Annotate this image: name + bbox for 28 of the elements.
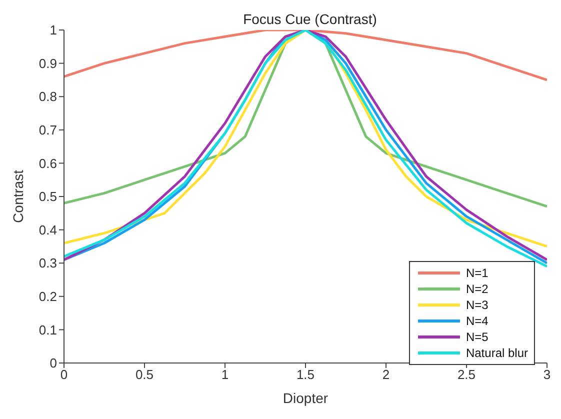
y-tick-label: 0.4: [38, 222, 57, 238]
x-tick-label: 2: [382, 367, 390, 382]
y-tick-label: 0: [50, 356, 57, 371]
legend-label: N=4: [466, 314, 488, 328]
y-tick-label: 0.5: [38, 189, 57, 204]
line-series: [64, 30, 547, 82]
legend-label: N=3: [466, 298, 488, 312]
chart-title: Focus Cue (Contrast): [243, 11, 377, 27]
x-tick-label: 0.5: [135, 367, 154, 382]
x-tick-label: 0: [60, 367, 68, 382]
legend-label: N=5: [466, 330, 488, 344]
legend-label: N=2: [466, 282, 488, 296]
x-tick-label: 1.5: [296, 367, 315, 382]
y-tick-label: 0.6: [38, 156, 57, 171]
x-tick-label: 1: [221, 367, 229, 382]
y-tick-label: 0.9: [38, 56, 57, 71]
y-tick-label: 0.1: [38, 322, 57, 338]
y-axis-title: Contrast: [10, 170, 26, 223]
y-tick-label: 0.3: [38, 256, 57, 271]
x-axis-title: Diopter: [282, 390, 328, 406]
legend-label: Natural blur: [466, 346, 528, 360]
x-tick-label: 2.5: [457, 367, 476, 382]
legend-label: N=1: [466, 266, 488, 280]
y-tick-label: 1: [50, 22, 57, 38]
y-tick-label: 0.7: [38, 122, 57, 138]
x-tick-label: 3: [543, 367, 551, 382]
y-tick-label: 0.2: [38, 289, 57, 304]
y-tick-label: 0.8: [38, 89, 57, 104]
